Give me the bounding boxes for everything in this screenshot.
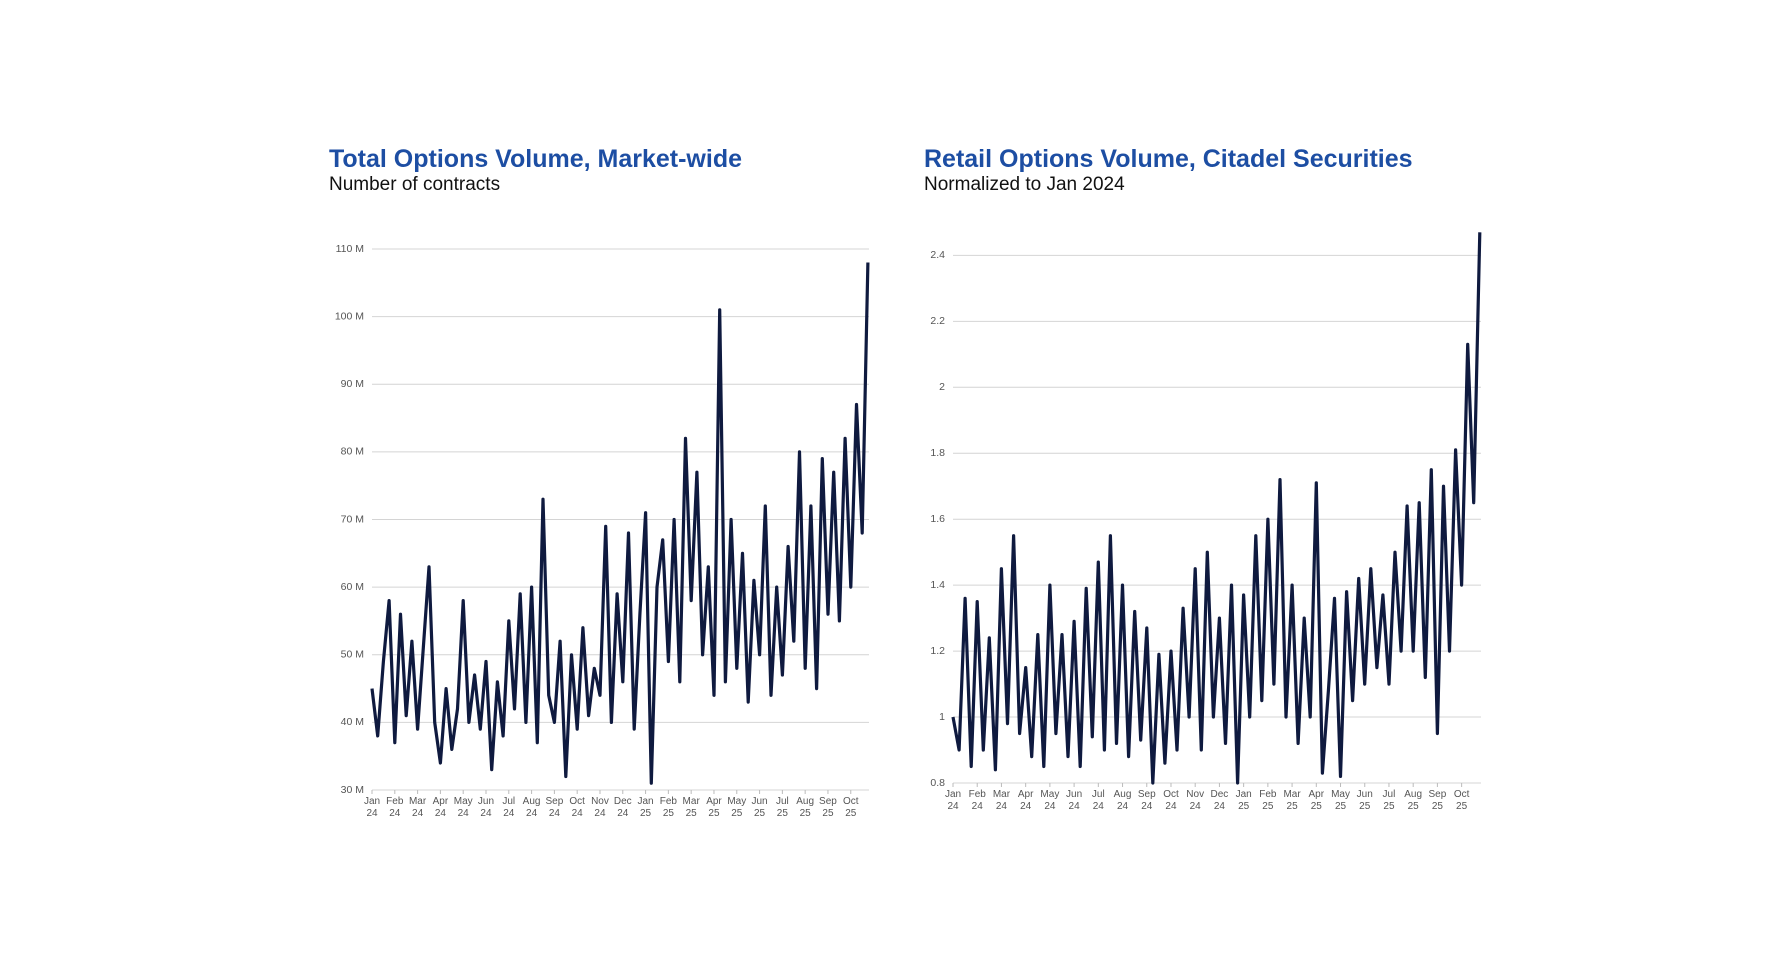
x-tick-label: Aug 25 xyxy=(796,796,815,819)
y-tick-label: 2.4 xyxy=(930,249,945,261)
x-tick-label: Feb 24 xyxy=(386,796,404,819)
x-tick-label: Jul 25 xyxy=(1382,789,1396,812)
x-tick-label: Oct 24 xyxy=(1163,789,1179,812)
x-tick-label: Mar 24 xyxy=(408,796,427,819)
x-tick-label: Jan 25 xyxy=(1235,789,1252,812)
chart-title: Total Options Volume, Market-wide xyxy=(329,145,743,173)
y-tick-label: 1.8 xyxy=(930,447,945,459)
x-tick-label: May 25 xyxy=(1331,789,1350,812)
x-tick-label: Aug 25 xyxy=(1404,789,1423,812)
x-tick-label: Apr 24 xyxy=(432,796,449,819)
x-tick-label: Jan 24 xyxy=(363,796,381,819)
x-tick-label: May 24 xyxy=(1040,789,1060,812)
x-tick-label: Apr 24 xyxy=(1017,789,1034,812)
x-tick-label: Jun 24 xyxy=(477,796,495,819)
x-tick-label: Jul 24 xyxy=(1091,789,1105,812)
x-tick-label: Dec 24 xyxy=(613,796,632,819)
y-tick-label: 110 M xyxy=(336,243,364,255)
x-tick-label: Feb 24 xyxy=(968,789,986,812)
y-tick-label: 2.2 xyxy=(930,315,945,327)
x-tick-label: Feb 25 xyxy=(1259,789,1277,812)
x-tick-label: Sep 24 xyxy=(1137,789,1156,812)
y-tick-label: 2 xyxy=(939,381,945,393)
x-tick-label: Dec 24 xyxy=(1210,789,1229,812)
series-line xyxy=(370,262,870,785)
x-tick-label: Sep 24 xyxy=(545,796,564,819)
x-tick-label: Jun 25 xyxy=(1356,789,1373,812)
x-tick-label: Apr 25 xyxy=(706,796,722,819)
y-tick-label: 70 M xyxy=(341,513,364,525)
x-tick-label: Jun 25 xyxy=(751,796,768,819)
x-tick-label: Nov 24 xyxy=(591,796,609,819)
y-tick-label: 1.6 xyxy=(930,513,945,525)
y-tick-label: 1.4 xyxy=(930,579,945,591)
chart-subtitle: Normalized to Jan 2024 xyxy=(924,174,1125,195)
x-tick-label: Oct 24 xyxy=(569,796,585,819)
chart-subtitle: Number of contracts xyxy=(329,174,501,195)
x-tick-label: Mar 25 xyxy=(1283,789,1301,812)
y-tick-label: 0.8 xyxy=(930,777,945,789)
x-tick-label: Jul 24 xyxy=(502,796,516,819)
chart-title: Retail Options Volume, Citadel Securitie… xyxy=(924,145,1413,173)
x-tick-label: Oct 25 xyxy=(842,796,859,819)
x-tick-label: Feb 25 xyxy=(659,796,677,819)
x-tick-label: Oct 25 xyxy=(1453,789,1470,812)
x-tick-label: Mar 24 xyxy=(992,789,1011,812)
x-tick-label: May 25 xyxy=(727,796,747,819)
y-tick-label: 1 xyxy=(939,711,945,723)
x-tick-label: Sep 25 xyxy=(819,796,837,819)
y-tick-label: 1.2 xyxy=(930,645,945,657)
x-tick-label: Aug 24 xyxy=(1113,789,1132,812)
x-tick-label: Mar 25 xyxy=(682,796,700,819)
y-tick-label: 40 M xyxy=(341,716,364,728)
x-tick-label: Jul 25 xyxy=(775,796,789,819)
x-tick-label: Nov 24 xyxy=(1186,789,1205,812)
series-line xyxy=(951,232,1482,785)
y-tick-label: 50 M xyxy=(341,649,364,661)
x-tick-label: Jan 25 xyxy=(637,796,654,819)
x-tick-label: Apr 25 xyxy=(1308,789,1325,812)
y-tick-label: 30 M xyxy=(341,784,364,796)
y-tick-label: 100 M xyxy=(335,310,364,322)
x-tick-label: Jan 24 xyxy=(944,789,962,812)
y-tick-label: 90 M xyxy=(341,378,364,390)
x-tick-label: May 24 xyxy=(453,796,473,819)
x-tick-label: Sep 25 xyxy=(1428,789,1447,812)
y-tick-label: 80 M xyxy=(341,446,364,458)
x-tick-label: Jun 24 xyxy=(1066,789,1083,812)
x-tick-label: Aug 24 xyxy=(522,796,541,819)
y-tick-label: 60 M xyxy=(341,581,364,593)
